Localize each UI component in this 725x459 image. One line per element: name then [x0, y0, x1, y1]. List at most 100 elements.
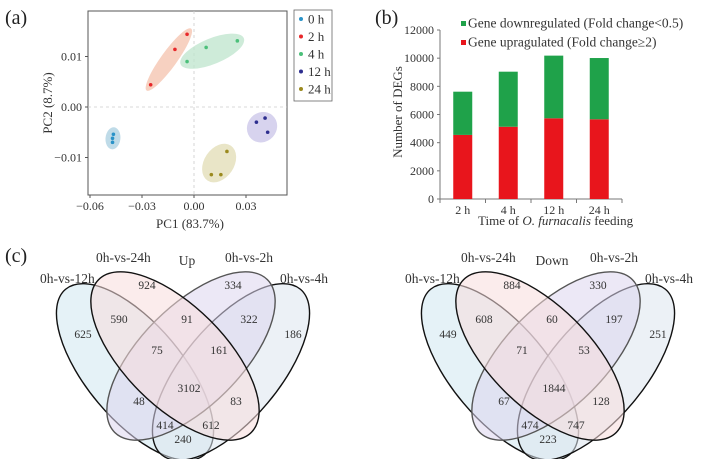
bar-y-tick-label: 10000 — [404, 51, 434, 65]
pca-confidence-ellipse — [202, 143, 237, 183]
bar-segment-downregulated — [498, 71, 518, 127]
venn-region-count: 3102 — [178, 383, 201, 395]
venn-region-count: 71 — [516, 345, 528, 357]
bar-segment-upregulated — [544, 118, 564, 199]
bar-segment-upregulated — [453, 134, 473, 199]
pca-legend-marker — [299, 17, 303, 21]
bar-x-tick-label: 2 h — [455, 203, 470, 217]
pca-point — [209, 172, 214, 177]
pca-x-tick-label: 0.03 — [236, 199, 257, 213]
pca-point — [148, 82, 153, 87]
pca-point — [110, 140, 115, 145]
bar-x-axis-label-prefix: Time of — [478, 213, 522, 228]
pca-point — [235, 39, 240, 43]
pca-legend-marker — [299, 52, 303, 56]
bar-y-tick-label: 4000 — [410, 136, 434, 150]
pca-point — [204, 45, 208, 50]
bar-segment-upregulated — [589, 119, 609, 199]
venn-region-count: 240 — [174, 434, 192, 446]
venn-region-count: 884 — [503, 280, 521, 292]
bar-y-axis-label: Number of DEGs — [390, 66, 405, 158]
pca-legend-marker — [299, 34, 303, 39]
pca-point — [173, 47, 177, 52]
bar-segment-downregulated — [589, 58, 609, 120]
pca-point — [225, 149, 229, 154]
pca-legend: 0 h 2 h 4 h 12 h 24 h — [293, 9, 333, 102]
venn-region-count: 83 — [230, 396, 242, 408]
pca-legend-label: 24 h — [308, 82, 331, 97]
bar-x-axis-label-species: O. furnacalis — [522, 213, 591, 228]
pca-legend-label: 4 h — [308, 47, 325, 62]
venn-region-count: 924 — [138, 280, 156, 292]
pca-y-tick-label: −0.01 — [54, 151, 82, 165]
bar-x-axis-label: Time of O. furnacalis feeding — [478, 213, 634, 228]
venn-region-count: 197 — [605, 314, 623, 326]
bar-legend-swatch — [461, 21, 466, 26]
venn-region-count: 334 — [224, 280, 242, 292]
pca-point — [185, 59, 189, 64]
bar-y-tick-label: 0 — [428, 192, 434, 206]
panel-label-b: (b) — [375, 7, 398, 29]
venn-region-count: 48 — [133, 396, 145, 408]
pca-x-tick-label: −0.06 — [76, 199, 104, 213]
venn-set-label: 0h-vs-24h — [96, 250, 151, 265]
pca-point — [110, 136, 115, 141]
pca-confidence-ellipse — [246, 111, 278, 143]
bar-x-tick-label: 24 h — [589, 203, 610, 217]
pca-y-tick-label: 0.01 — [61, 50, 82, 64]
venn-region-count: 625 — [74, 329, 92, 341]
bar-segment-upregulated — [498, 126, 518, 199]
panel-label-a: (a) — [5, 7, 27, 29]
pca-y-axis-label: PC2 (8.7%) — [40, 72, 55, 133]
venn-region-count: 223 — [539, 434, 557, 446]
venn-region-count: 161 — [210, 345, 228, 357]
pca-legend-label: 2 h — [308, 29, 325, 44]
pca-point — [254, 120, 259, 124]
pca-point — [265, 130, 270, 135]
venn-set-label: 0h-vs-24h — [461, 250, 516, 265]
venn-region-count: 1844 — [543, 383, 566, 395]
venn-region-count: 747 — [567, 420, 585, 432]
pca-confidence-ellipse — [145, 28, 193, 91]
pca-legend-label: 12 h — [308, 64, 331, 79]
bar-y-tick-label: 12000 — [404, 23, 434, 37]
bar-x-tick-label: 4 h — [501, 203, 516, 217]
venn-region-count: 251 — [649, 329, 667, 341]
bar-x-tick-label: 12 h — [543, 203, 564, 217]
venn-region-count: 128 — [592, 396, 610, 408]
bar-legend-label: Gene upragulated (Fold change≥2) — [468, 35, 656, 50]
venn-set-label: 0h-vs-12h — [40, 271, 95, 286]
bar-legend-swatch — [461, 40, 466, 45]
venn-title: Up — [179, 253, 196, 268]
venn-title: Down — [536, 253, 569, 268]
venn-set-label: 0h-vs-2h — [225, 250, 273, 265]
bar-x-axis-label-suffix: feeding — [591, 213, 634, 228]
bar-segment-downregulated — [453, 91, 473, 135]
venn-region-count: 322 — [240, 314, 258, 326]
pca-point — [185, 32, 189, 37]
venn-set-label: 0h-vs-12h — [405, 271, 460, 286]
pca-confidence-ellipse — [180, 33, 245, 69]
pca-plot: −0.06 −0.03 0.00 0.03 −0.01 0.00 0.01 PC1 (83… — [40, 9, 333, 231]
venn-region-count: 612 — [202, 420, 220, 432]
venn-set-label: 0h-vs-2h — [590, 250, 638, 265]
venn-set-label: 0h-vs-4h — [280, 271, 328, 286]
pca-point — [263, 116, 267, 120]
venn-region-count: 474 — [521, 420, 539, 432]
venn-region-count: 91 — [181, 314, 193, 326]
bar-y-tick-label: 2000 — [410, 164, 434, 178]
venn-region-count: 67 — [498, 396, 510, 408]
venn-set-label: 0h-vs-4h — [645, 271, 693, 286]
venn-region-count: 53 — [578, 345, 590, 357]
venn-region-count: 186 — [284, 329, 302, 341]
venn-region-count: 590 — [110, 314, 128, 326]
venn-set-ellipse — [455, 271, 625, 441]
panel-label-c: (c) — [5, 245, 27, 267]
pca-point — [219, 172, 223, 177]
deg-bar-chart: 0 2000 4000 6000 8000 10000 12000 2 h 4 h 12 h 24 … — [390, 16, 683, 229]
pca-x-tick-label: −0.03 — [128, 199, 156, 213]
pca-legend-marker — [299, 69, 303, 74]
bar-legend: Gene downregulated (Fold change<0.5) Gene… — [461, 16, 683, 50]
